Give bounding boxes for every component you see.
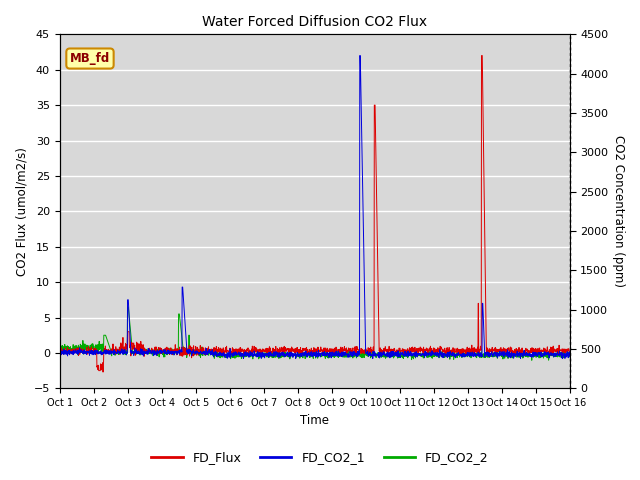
X-axis label: Time: Time (300, 414, 329, 427)
FD_Flux (82, 348, 90, 354)
FD_CO2_1 (551, 350, 559, 356)
Line: FD_CO2_2: FD_CO2_2 (60, 307, 570, 360)
FD_CO2_2 (82, 344, 90, 350)
Line: FD_Flux: FD_Flux (60, 56, 570, 372)
FD_Flux (99, 369, 107, 375)
Legend: FD_Flux, FD_CO2_1, FD_CO2_2: FD_Flux, FD_CO2_1, FD_CO2_2 (147, 446, 493, 469)
FD_CO2_2 (552, 351, 559, 357)
FD_CO2_1 (552, 352, 559, 358)
FD_CO2_1 (458, 353, 465, 359)
FD_Flux (552, 348, 559, 353)
FD_CO2_2 (458, 352, 465, 358)
FD_CO2_1 (559, 356, 566, 361)
FD_Flux (566, 349, 573, 355)
FD_CO2_2 (528, 358, 536, 363)
FD_CO2_2 (566, 350, 573, 356)
FD_CO2_1 (291, 352, 298, 358)
Line: FD_CO2_1: FD_CO2_1 (60, 56, 570, 359)
Y-axis label: CO2 Concentration (ppm): CO2 Concentration (ppm) (612, 135, 625, 288)
Y-axis label: CO2 Flux (umol/m2/s): CO2 Flux (umol/m2/s) (15, 147, 28, 276)
FD_CO2_2 (56, 345, 63, 350)
FD_Flux (552, 348, 559, 354)
FD_CO2_1 (356, 53, 364, 59)
FD_Flux (56, 347, 63, 353)
FD_CO2_1 (56, 350, 63, 356)
FD_CO2_1 (82, 348, 90, 354)
FD_Flux (304, 349, 312, 355)
FD_Flux (458, 348, 465, 354)
FD_CO2_2 (291, 352, 298, 358)
FD_CO2_1 (304, 351, 312, 357)
FD_Flux (291, 346, 298, 352)
Text: MB_fd: MB_fd (70, 52, 110, 65)
FD_CO2_1 (566, 349, 573, 355)
FD_CO2_2 (304, 351, 312, 357)
FD_CO2_2 (124, 304, 131, 310)
FD_CO2_2 (552, 353, 559, 359)
FD_Flux (477, 53, 485, 59)
Title: Water Forced Diffusion CO2 Flux: Water Forced Diffusion CO2 Flux (202, 15, 428, 29)
